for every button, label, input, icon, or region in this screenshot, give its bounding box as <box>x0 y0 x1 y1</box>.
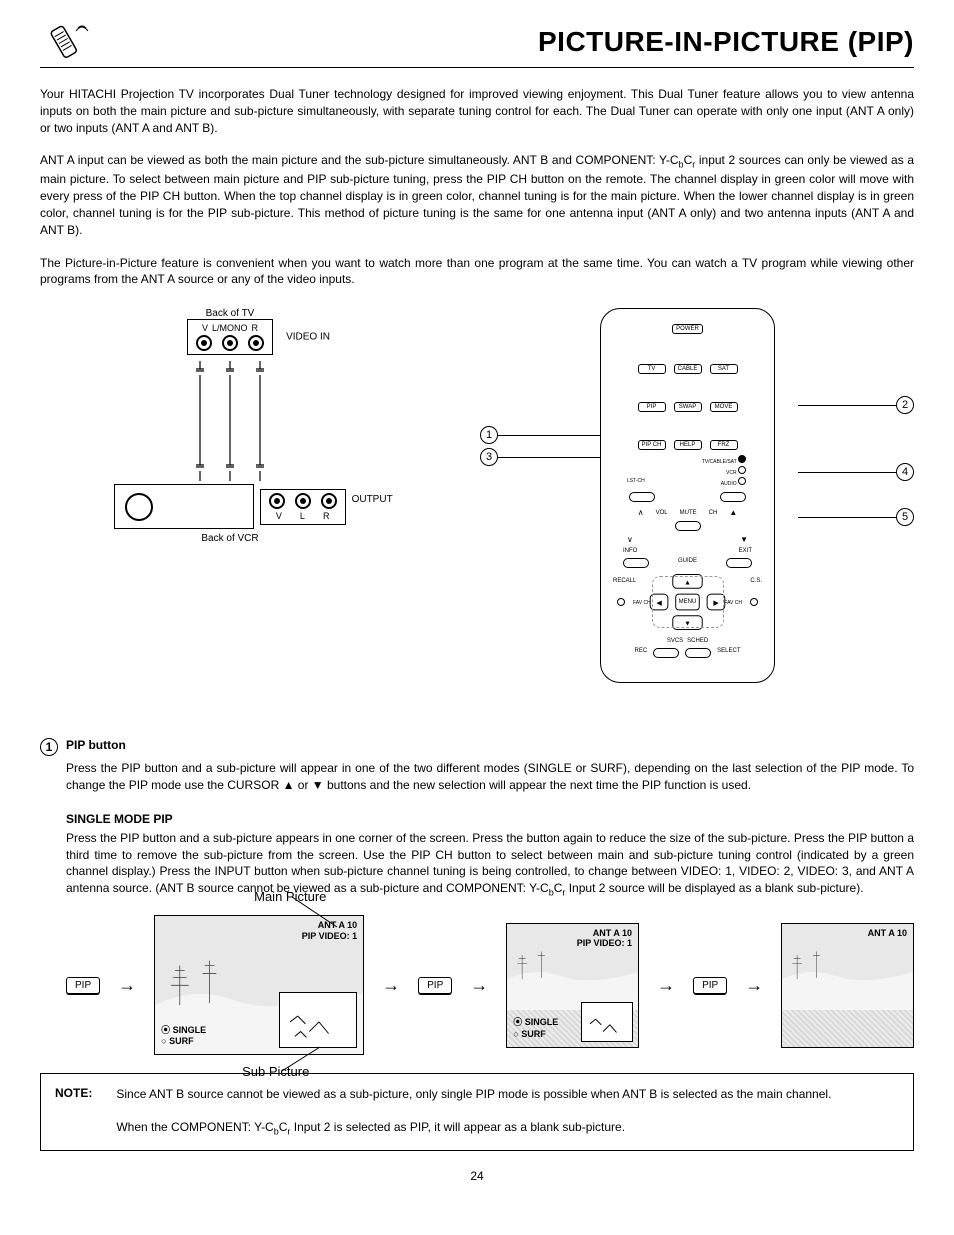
arrow-icon: → <box>745 975 763 996</box>
arrow-icon: → <box>470 975 488 996</box>
note-label: NOTE: <box>55 1086 92 1103</box>
antenna-label-3: ANT A 10 <box>868 928 907 939</box>
remote-frz-button: FRZ <box>710 440 738 450</box>
tv-screen-2: ANT A 10PIP VIDEO: 1 ⦿ SINGLE○ SURF <box>506 923 639 1048</box>
remote-sat-button: SAT <box>710 364 738 374</box>
arrow-icon: → <box>118 975 136 996</box>
remote-pip-button: PIP <box>638 402 666 412</box>
page-title: PICTURE-IN-PICTURE (PIP) <box>538 26 914 58</box>
back-of-tv-label: Back of TV <box>40 308 420 319</box>
remote-icon <box>40 20 90 63</box>
pip-button-2: PIP <box>418 977 452 994</box>
remote-diagram: POWER TV CABLE SAT PIP SWAP MOVE PIP CH … <box>600 308 775 683</box>
sub-picture-2 <box>581 1002 633 1042</box>
pip-button-3: PIP <box>693 977 727 994</box>
note-text-1: Since ANT B source cannot be viewed as a… <box>116 1086 831 1103</box>
remote-help-button: HELP <box>674 440 702 450</box>
single-mode-heading: SINGLE MODE PIP <box>66 812 914 826</box>
callout-5: 5 <box>896 508 914 526</box>
intro-paragraph-3: The Picture-in-Picture feature is conven… <box>40 255 914 289</box>
cables-svg <box>170 361 290 481</box>
arrow-icon: → <box>657 975 675 996</box>
arrow-icon: → <box>382 975 400 996</box>
single-mode-body: Press the PIP button and a sub-picture a… <box>66 830 914 899</box>
note-text-2: When the COMPONENT: Y-CbCr Input 2 is se… <box>116 1119 625 1138</box>
item-1-body: Press the PIP button and a sub-picture w… <box>66 760 914 794</box>
callout-3: 3 <box>480 448 498 466</box>
note-box: NOTE: Since ANT B source cannot be viewe… <box>40 1073 914 1151</box>
video-in-label: VIDEO IN <box>286 332 330 343</box>
item-pip-button: 1 PIP button Press the PIP button and a … <box>40 738 914 794</box>
tv-screen-3: ANT A 10 <box>781 923 914 1048</box>
back-of-vcr-label: Back of VCR <box>40 533 420 544</box>
pip-illustration: PIP → Main Picture ANT A 10PIP VIDEO: 1 … <box>66 915 914 1055</box>
callout-2: 2 <box>896 396 914 414</box>
remote-swap-button: SWAP <box>674 402 702 412</box>
item-1-title: PIP button <box>66 738 126 752</box>
pip-button-1: PIP <box>66 977 100 994</box>
vcr-body <box>114 484 254 529</box>
output-label: OUTPUT <box>352 494 393 505</box>
sub-picture-1 <box>279 992 357 1048</box>
remote-power-button: POWER <box>672 324 703 334</box>
connection-diagram: Back of TV VL/MONOR VIDEO IN VLR OUTPUT <box>40 308 420 544</box>
page-number: 24 <box>40 1169 914 1183</box>
page-header: PICTURE-IN-PICTURE (PIP) <box>40 20 914 68</box>
mode-label-2: ⦿ SINGLE○ SURF <box>513 1017 558 1040</box>
item-1-number: 1 <box>40 738 58 756</box>
intro-paragraph-2: ANT A input can be viewed as both the ma… <box>40 152 914 238</box>
callout-4: 4 <box>896 463 914 481</box>
mode-label-1: ⦿ SINGLE○ SURF <box>161 1025 206 1048</box>
remote-move-button: MOVE <box>710 402 738 412</box>
tv-screen-1-wrap: Main Picture ANT A 10PIP VIDEO: 1 ⦿ SING… <box>154 915 364 1055</box>
remote-pipch-button: PIP CH <box>638 440 666 450</box>
antenna-label-2: ANT A 10PIP VIDEO: 1 <box>577 928 632 950</box>
intro-paragraph-1: Your HITACHI Projection TV incorporates … <box>40 86 914 136</box>
callout-1: 1 <box>480 426 498 444</box>
remote-cable-button: CABLE <box>674 364 702 374</box>
remote-diagram-container: 1 3 2 4 5 POWER TV CABLE SAT PIP SWAP MO… <box>480 308 914 708</box>
remote-tv-button: TV <box>638 364 666 374</box>
